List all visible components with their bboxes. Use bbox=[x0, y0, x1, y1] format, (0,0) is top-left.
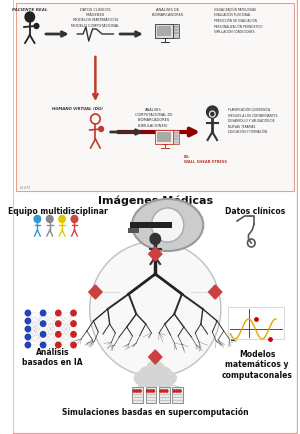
Text: VISUALIZACIÓN PATOLOGÍAS
EVALUACIÓN FUNCIONAL
PREDICCIÓN DE EVALUACIÓN
PERSONALI: VISUALIZACIÓN PATOLOGÍAS EVALUACIÓN FUNC… bbox=[214, 8, 262, 34]
Circle shape bbox=[71, 342, 76, 348]
Circle shape bbox=[139, 390, 141, 392]
Text: ANÁLISIS
COMPUTACIONAL DE
BIOMARCADORES
(SIMULACIONES): ANÁLISIS COMPUTACIONAL DE BIOMARCADORES … bbox=[135, 108, 172, 127]
Circle shape bbox=[40, 332, 46, 337]
Circle shape bbox=[150, 234, 160, 245]
Circle shape bbox=[152, 390, 154, 392]
Bar bbox=[130, 223, 172, 228]
Circle shape bbox=[136, 390, 138, 392]
Circle shape bbox=[179, 390, 181, 392]
Text: EG.
WALL SHEAR STRESS: EG. WALL SHEAR STRESS bbox=[184, 155, 227, 163]
Text: ANÁLISIS DE
BIOMARCADORES: ANÁLISIS DE BIOMARCADORES bbox=[152, 8, 184, 17]
Circle shape bbox=[34, 216, 41, 223]
Circle shape bbox=[139, 367, 154, 383]
Circle shape bbox=[71, 216, 78, 223]
Circle shape bbox=[99, 127, 103, 132]
Circle shape bbox=[207, 107, 218, 119]
Text: Equipo multidisciplinar: Equipo multidisciplinar bbox=[8, 207, 108, 216]
Circle shape bbox=[40, 321, 46, 327]
FancyBboxPatch shape bbox=[13, 0, 298, 434]
Text: Simulaciones basdas en supercomputación: Simulaciones basdas en supercomputación bbox=[62, 407, 249, 417]
Circle shape bbox=[71, 332, 76, 337]
Point bbox=[254, 316, 259, 323]
Circle shape bbox=[176, 390, 178, 392]
Text: PACIENTE REAL: PACIENTE REAL bbox=[12, 8, 48, 12]
Circle shape bbox=[34, 24, 39, 30]
Circle shape bbox=[173, 390, 176, 392]
Ellipse shape bbox=[132, 200, 203, 251]
Bar bbox=[155, 131, 173, 145]
Text: Datos clínicos: Datos clínicos bbox=[225, 207, 285, 216]
Bar bbox=[229, 307, 284, 339]
Text: Modelos
matemáticos y
computaconales: Modelos matemáticos y computaconales bbox=[222, 349, 292, 379]
Ellipse shape bbox=[90, 242, 221, 377]
Circle shape bbox=[166, 390, 168, 392]
Bar bbox=[128, 228, 139, 233]
Bar bbox=[159, 387, 169, 403]
Circle shape bbox=[56, 332, 61, 337]
Circle shape bbox=[149, 390, 152, 392]
Bar bbox=[157, 27, 171, 37]
Text: DATOS CLÍNICOS
IMÁGENES
MODELOS MATEMÁTICOS
MODELO COMPUTACIONAL: DATOS CLÍNICOS IMÁGENES MODELOS MATEMÁTI… bbox=[71, 8, 119, 27]
Circle shape bbox=[146, 361, 165, 381]
Circle shape bbox=[71, 321, 76, 327]
Circle shape bbox=[134, 372, 146, 384]
Text: ELEM: ELEM bbox=[20, 186, 31, 190]
Circle shape bbox=[25, 335, 31, 340]
Text: HUMANO VIRTUAL (DG): HUMANO VIRTUAL (DG) bbox=[52, 107, 103, 111]
Circle shape bbox=[56, 342, 61, 348]
Circle shape bbox=[25, 13, 34, 23]
Circle shape bbox=[146, 390, 149, 392]
Bar bbox=[172, 387, 183, 403]
Circle shape bbox=[56, 310, 61, 316]
Bar bbox=[173, 131, 179, 145]
Circle shape bbox=[71, 310, 76, 316]
Circle shape bbox=[163, 390, 165, 392]
Circle shape bbox=[165, 372, 176, 384]
Circle shape bbox=[40, 342, 46, 348]
Bar bbox=[155, 25, 173, 39]
Point bbox=[267, 336, 272, 343]
Polygon shape bbox=[208, 285, 222, 299]
Circle shape bbox=[56, 321, 61, 327]
Text: Análisis
basados en IA: Análisis basados en IA bbox=[22, 347, 83, 367]
Circle shape bbox=[25, 310, 31, 316]
Text: Imágenes Médicas: Imágenes Médicas bbox=[98, 196, 213, 206]
Circle shape bbox=[156, 367, 171, 383]
Circle shape bbox=[46, 216, 53, 223]
Polygon shape bbox=[89, 285, 102, 299]
Bar bbox=[157, 133, 171, 143]
Bar bbox=[133, 387, 143, 403]
Circle shape bbox=[25, 326, 31, 332]
Text: $\frac{d}{dt}$...: $\frac{d}{dt}$... bbox=[230, 335, 238, 345]
Polygon shape bbox=[148, 247, 162, 261]
Bar bbox=[173, 25, 179, 39]
Text: PLANIFICACIÓN QUIRÚRGICA
RIESGOS A LOS CONTAMINANTES
DESARROLLO Y VALIDACIÓN DE
: PLANIFICACIÓN QUIRÚRGICA RIESGOS A LOS C… bbox=[227, 108, 277, 134]
FancyBboxPatch shape bbox=[16, 4, 294, 191]
Polygon shape bbox=[148, 350, 162, 364]
Circle shape bbox=[25, 319, 31, 324]
Ellipse shape bbox=[152, 208, 184, 243]
Bar bbox=[138, 378, 172, 387]
Circle shape bbox=[25, 342, 31, 348]
Circle shape bbox=[133, 390, 136, 392]
Circle shape bbox=[40, 310, 46, 316]
Circle shape bbox=[160, 390, 162, 392]
Bar bbox=[146, 387, 156, 403]
Circle shape bbox=[59, 216, 65, 223]
